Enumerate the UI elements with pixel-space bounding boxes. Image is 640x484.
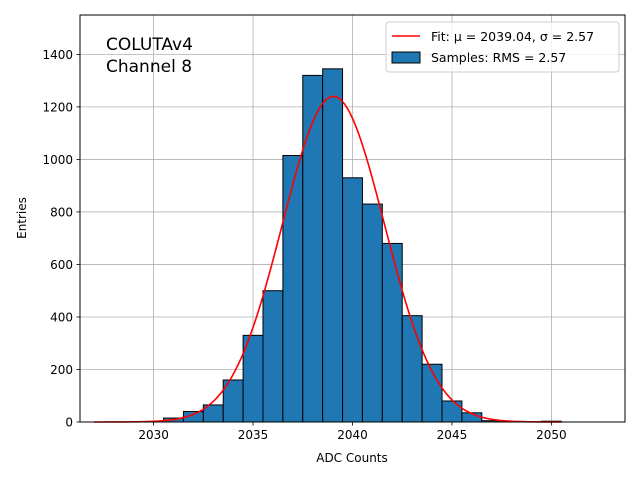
- histogram-bar: [323, 69, 343, 422]
- y-tick-label: 1200: [42, 100, 73, 114]
- y-tick-label: 0: [65, 416, 73, 430]
- y-axis-label: Entries: [15, 197, 29, 239]
- annotation-line-2: Channel 8: [106, 57, 192, 77]
- y-tick-label: 1000: [42, 153, 73, 167]
- x-axis-label: ADC Counts: [316, 451, 388, 465]
- legend-fit-label: Fit: μ = 2039.04, σ = 2.57: [431, 29, 594, 44]
- histogram-bar: [263, 291, 283, 422]
- y-tick-label: 400: [50, 310, 73, 324]
- legend-samples-label: Samples: RMS = 2.57: [431, 50, 566, 65]
- x-tick-label: 2030: [138, 428, 169, 442]
- y-tick-label: 1400: [42, 48, 73, 62]
- legend-samples-swatch: [392, 52, 420, 63]
- histogram-bar: [442, 401, 462, 422]
- y-tick-label: 800: [50, 205, 73, 219]
- annotation-line-1: COLUTAv4: [106, 35, 193, 55]
- histogram-bar: [402, 316, 422, 422]
- histogram-bar: [382, 243, 402, 422]
- histogram-bar: [362, 204, 382, 422]
- histogram-bar: [283, 155, 303, 422]
- y-tick-label: 200: [50, 363, 73, 377]
- histogram-bar: [343, 178, 363, 422]
- x-tick-label: 2050: [536, 428, 567, 442]
- x-tick-label: 2035: [238, 428, 269, 442]
- histogram-bars: [164, 69, 562, 422]
- legend: Fit: μ = 2039.04, σ = 2.57 Samples: RMS …: [386, 22, 619, 72]
- x-tick-label: 2040: [337, 428, 368, 442]
- histogram-bar: [303, 75, 323, 422]
- y-tick-label: 600: [50, 258, 73, 272]
- x-tick-label: 2045: [437, 428, 468, 442]
